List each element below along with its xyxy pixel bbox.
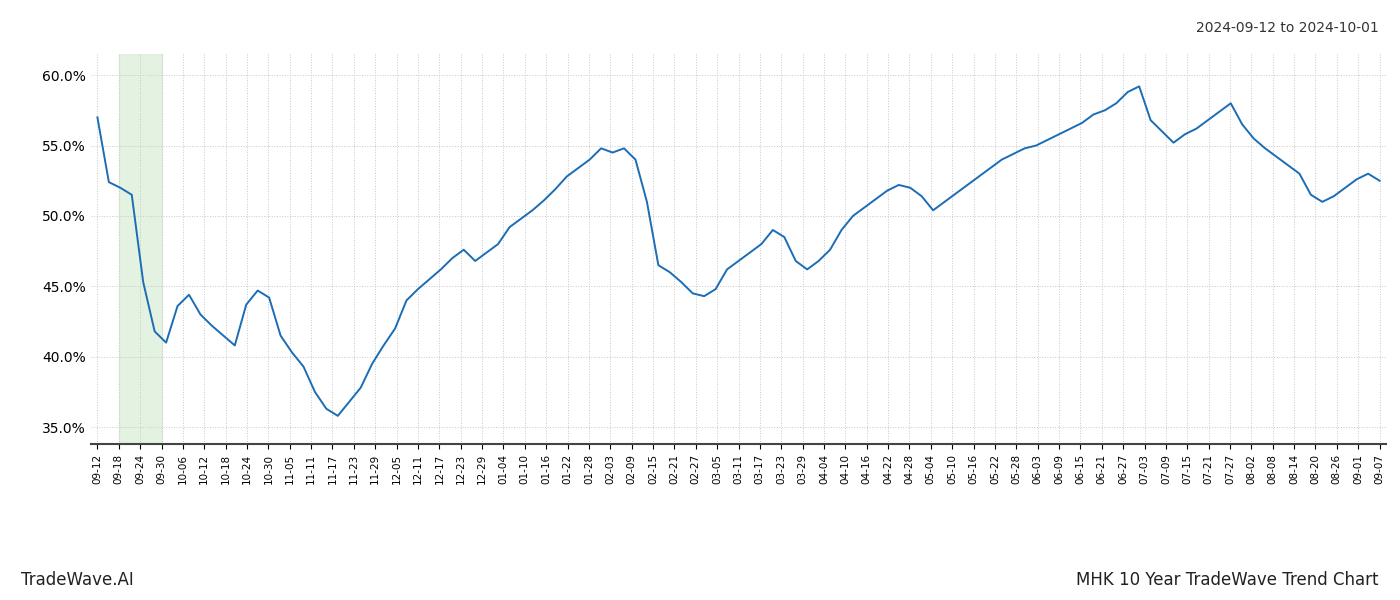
Text: 2024-09-12 to 2024-10-01: 2024-09-12 to 2024-10-01 <box>1196 21 1379 35</box>
Text: MHK 10 Year TradeWave Trend Chart: MHK 10 Year TradeWave Trend Chart <box>1077 571 1379 589</box>
Bar <box>119 54 161 444</box>
Text: TradeWave.AI: TradeWave.AI <box>21 571 134 589</box>
